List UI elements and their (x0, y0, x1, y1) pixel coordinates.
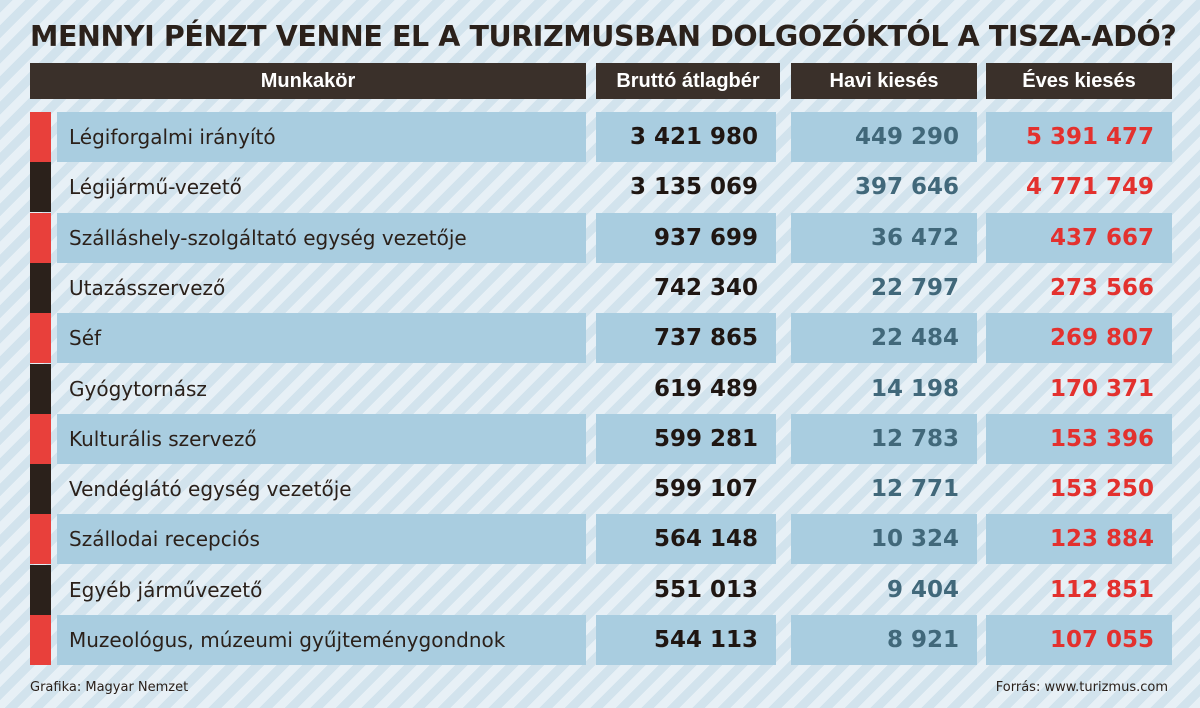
cell-brutto: 937 699 (596, 213, 776, 263)
footer-source: Forrás: www.turizmus.com (995, 680, 1168, 695)
cell-havi: 22 797 (870, 275, 959, 301)
table-row: Utazásszervező 742 340 22 797 273 566 (30, 263, 1172, 313)
table-row: Kulturális szervező 599 281 12 783 153 396 (30, 414, 1172, 464)
cell-havi: 8 921 (791, 615, 977, 665)
cell-brutto: 599 281 (596, 414, 776, 464)
table-row: Séf 737 865 22 484 269 807 (30, 313, 1172, 363)
cell-eves: 153 250 (1049, 476, 1154, 502)
cell-brutto: 599 107 (653, 476, 758, 502)
table-row: Légijármű-vezető 3 135 069 397 646 4 771 74… (30, 162, 1172, 212)
cell-eves: 170 371 (1049, 376, 1154, 402)
table-row: Egyéb járművezető 551 013 9 404 112 851 (30, 565, 1172, 615)
row-marker (30, 464, 51, 514)
row-marker (30, 313, 51, 363)
row-marker (30, 364, 51, 414)
cell-brutto: 619 489 (653, 376, 758, 402)
cell-havi: 36 472 (791, 213, 977, 263)
cell-havi: 397 646 (854, 174, 959, 200)
cell-eves: 4 771 749 (1025, 174, 1154, 200)
table-row: Muzeológus, múzeumi gyűjteménygondnok 544… (30, 615, 1172, 665)
table-row: Légiforgalmi irányító 3 421 980 449 290 5 3… (30, 112, 1172, 162)
cell-eves: 107 055 (986, 615, 1172, 665)
row-marker (30, 615, 51, 665)
cell-havi: 14 198 (870, 376, 959, 402)
row-marker (30, 213, 51, 263)
cell-eves: 153 396 (986, 414, 1172, 464)
cell-havi: 12 783 (791, 414, 977, 464)
cell-havi: 10 324 (791, 514, 977, 564)
cell-brutto: 551 013 (653, 577, 758, 603)
footer-credit: Grafika: Magyar Nemzet (30, 680, 189, 695)
cell-munkakor: Szállodai recepciós (57, 514, 586, 564)
table-row: Szálláshely-szolgáltató egység vezetője 9… (30, 213, 1172, 263)
cell-munkakor: Légijármű-vezető (69, 175, 242, 199)
row-marker (30, 263, 51, 313)
cell-munkakor: Szálláshely-szolgáltató egység vezetője (57, 213, 586, 263)
cell-munkakor: Kulturális szervező (57, 414, 586, 464)
cell-munkakor: Utazásszervező (69, 276, 226, 300)
cell-munkakor: Muzeológus, múzeumi gyűjteménygondnok (57, 615, 586, 665)
cell-eves: 269 807 (986, 313, 1172, 363)
row-marker (30, 162, 51, 212)
cell-brutto: 3 135 069 (629, 174, 758, 200)
cell-brutto: 3 421 980 (596, 112, 776, 162)
cell-brutto: 564 148 (596, 514, 776, 564)
header-brutto: Bruttó átlagbér (596, 63, 780, 99)
cell-havi: 12 771 (870, 476, 959, 502)
cell-eves: 437 667 (986, 213, 1172, 263)
cell-eves: 112 851 (1049, 577, 1154, 603)
header-havi: Havi kiesés (791, 63, 977, 99)
header-munkakor: Munkakör (30, 63, 586, 99)
cell-munkakor: Gyógytornász (69, 377, 207, 401)
cell-havi: 9 404 (886, 577, 959, 603)
row-marker (30, 414, 51, 464)
table-row: Vendéglátó egység vezetője 599 107 12 771 1… (30, 464, 1172, 514)
cell-munkakor: Légiforgalmi irányító (57, 112, 586, 162)
header-eves: Éves kiesés (986, 63, 1172, 99)
cell-munkakor: Egyéb járművezető (69, 578, 263, 602)
cell-brutto: 544 113 (596, 615, 776, 665)
row-marker (30, 112, 51, 162)
cell-havi: 449 290 (791, 112, 977, 162)
cell-munkakor: Vendéglátó egység vezetője (69, 477, 352, 501)
cell-munkakor: Séf (57, 313, 586, 363)
row-marker (30, 514, 51, 564)
cell-eves: 123 884 (986, 514, 1172, 564)
table-row: Szállodai recepciós 564 148 10 324 123 884 (30, 514, 1172, 564)
cell-eves: 273 566 (1049, 275, 1154, 301)
row-marker (30, 565, 51, 615)
cell-havi: 22 484 (791, 313, 977, 363)
cell-brutto: 737 865 (596, 313, 776, 363)
cell-brutto: 742 340 (653, 275, 758, 301)
table-row: Gyógytornász 619 489 14 198 170 371 (30, 364, 1172, 414)
chart-title: MENNYI PÉNZT VENNE EL A TURIZMUSBAN DOLG… (30, 20, 1177, 53)
cell-eves: 5 391 477 (986, 112, 1172, 162)
